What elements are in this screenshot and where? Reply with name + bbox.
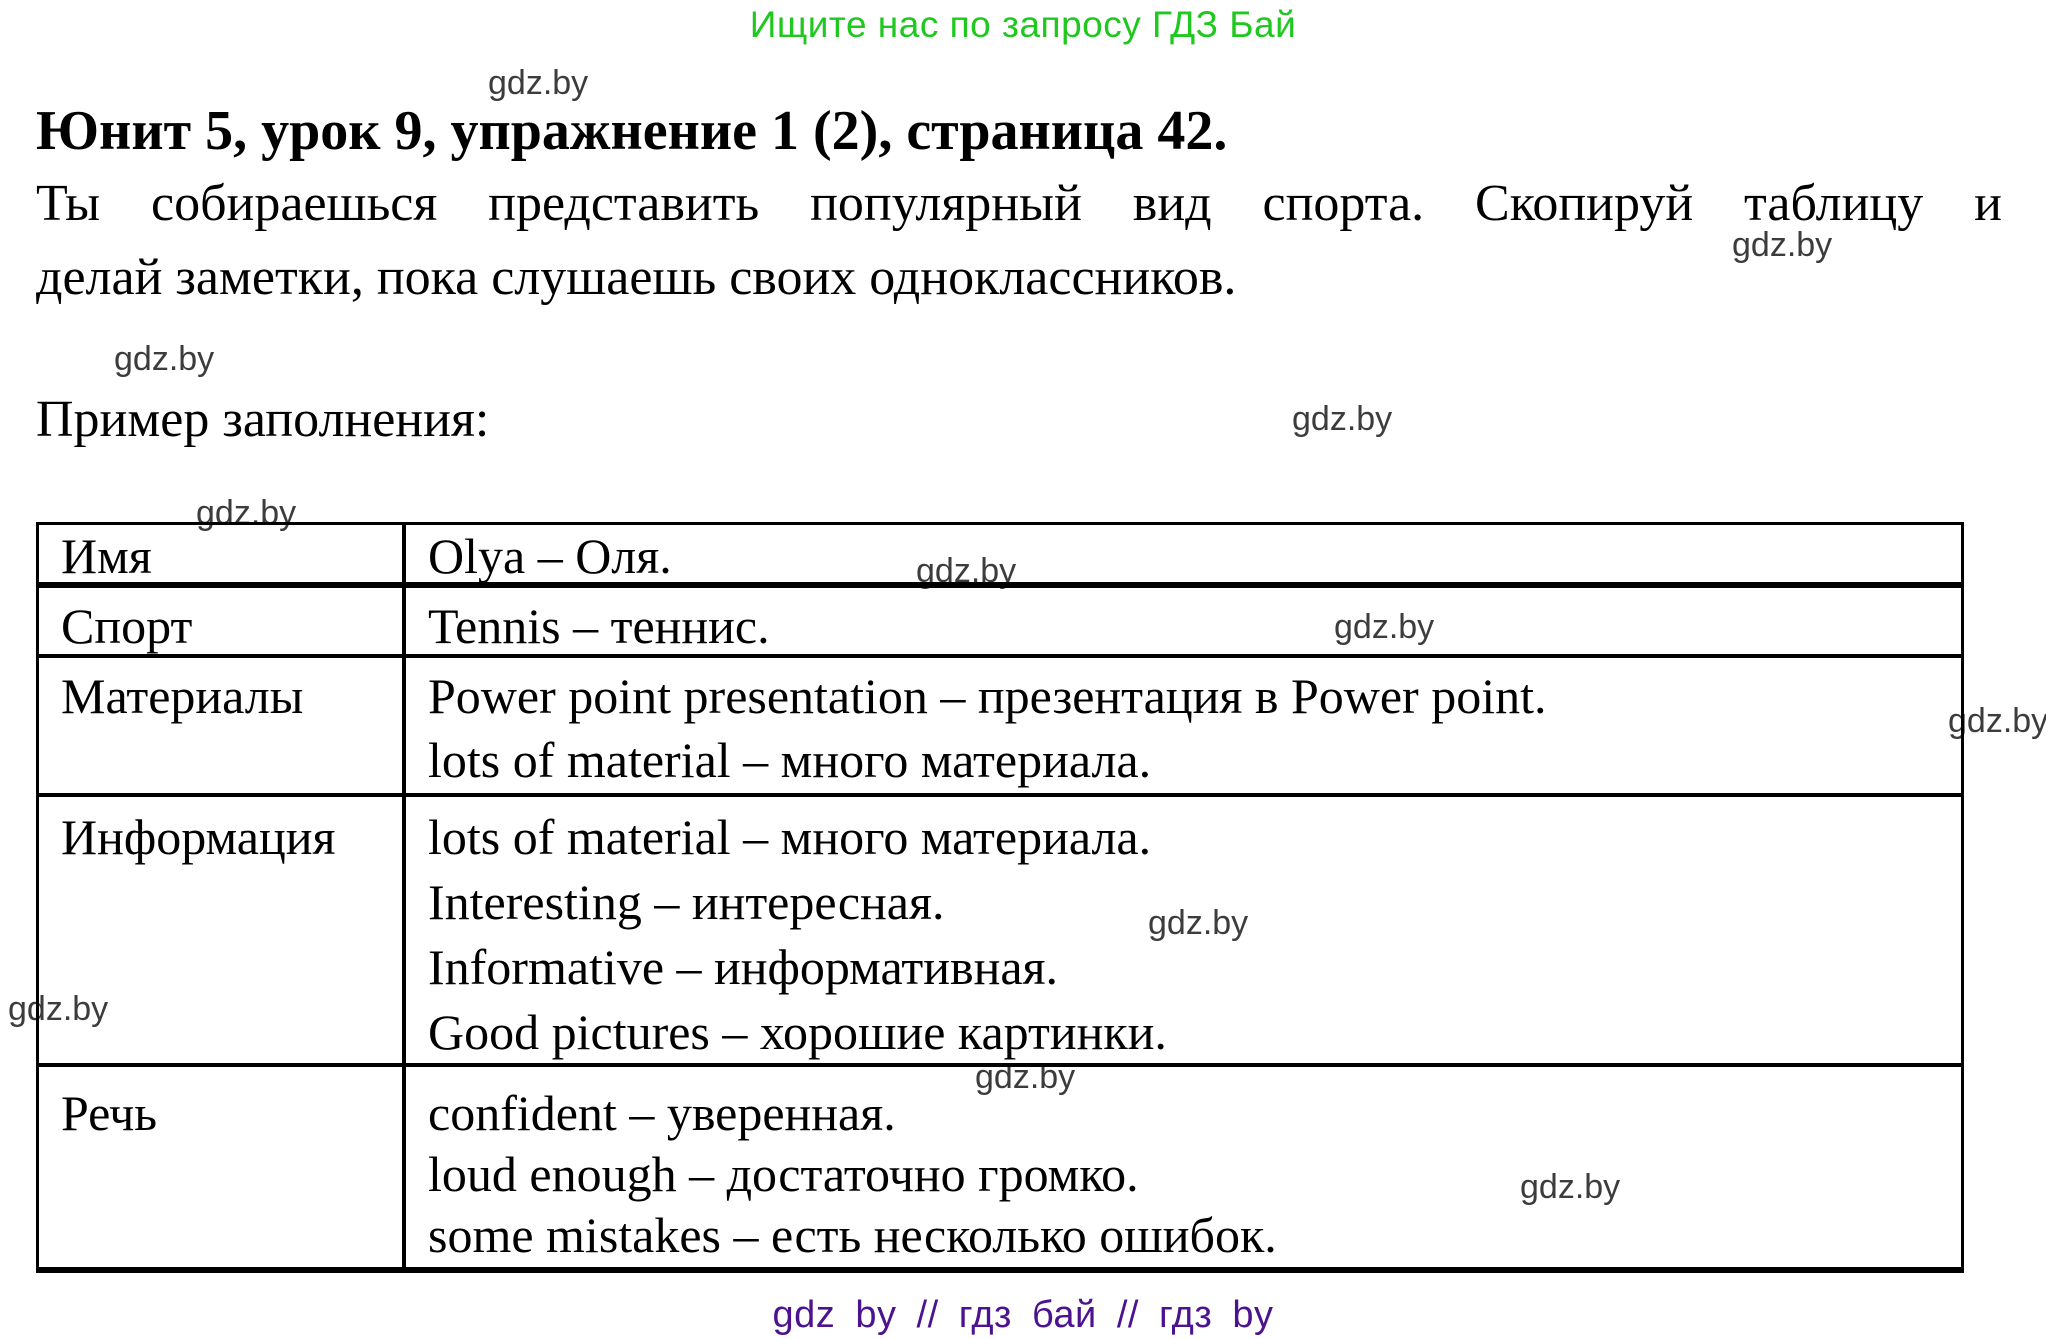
row-label-cell: Материалы bbox=[39, 658, 406, 793]
cell-line: Информация bbox=[61, 809, 336, 865]
cell-line: Материалы bbox=[61, 668, 304, 724]
row-value-cell: confident – уверенная. loud enough – дос… bbox=[406, 1067, 1961, 1267]
watermark-gdz: gdz.by bbox=[196, 494, 297, 532]
intro-line-1: Ты собираешься представить популярный ви… bbox=[36, 172, 2002, 236]
cell-line: lots of material – много материала. bbox=[428, 732, 1152, 788]
footer-links: gdz by // гдз бай // гдз by bbox=[772, 1294, 1274, 1336]
page-title: Юнит 5, урок 9, упражнение 1 (2), страни… bbox=[36, 100, 1228, 162]
cell-line: Power point presentation – презентация в… bbox=[428, 668, 1547, 724]
intro-word: представить bbox=[488, 175, 760, 232]
watermark-gdz: gdz.by bbox=[1292, 400, 1393, 438]
cell-line: Informative – информативная. bbox=[428, 939, 1059, 995]
example-table: Имя Olya – Оля. Спорт Tennis – теннис. М… bbox=[36, 522, 1964, 1273]
cell-line: Interesting – интересная. bbox=[428, 874, 945, 930]
table-row: Материалы Power point presentation – пре… bbox=[39, 658, 1961, 797]
cell-line: Спорт bbox=[61, 598, 193, 654]
intro-word: собираешься bbox=[151, 175, 438, 232]
watermark-gdz: gdz.by bbox=[1334, 608, 1435, 646]
row-value-cell: Tennis – теннис. bbox=[406, 588, 1961, 654]
cell-line: Olya – Оля. bbox=[428, 528, 672, 584]
cell-line: loud enough – достаточно громко. bbox=[428, 1146, 1139, 1202]
row-label-cell: Спорт bbox=[39, 588, 406, 654]
intro-word: таблицу bbox=[1744, 175, 1924, 232]
table-row: Информация lots of material – много мате… bbox=[39, 797, 1961, 1067]
intro-word: Скопируй bbox=[1475, 175, 1694, 232]
cell-line: some mistakes – есть несколько ошибок. bbox=[428, 1207, 1277, 1263]
table-row: Речь confident – уверенная. loud enough … bbox=[39, 1067, 1961, 1267]
example-label: Пример заполнения: bbox=[36, 391, 490, 448]
row-label-cell: Имя bbox=[39, 525, 406, 583]
intro-word: вид bbox=[1132, 175, 1212, 232]
watermark-gdz: gdz.by bbox=[8, 990, 109, 1028]
watermark-gdz: gdz.by bbox=[114, 340, 215, 378]
watermark-gdz: gdz.by bbox=[488, 64, 589, 102]
cell-line: Речь bbox=[61, 1085, 158, 1141]
watermark-gdz: gdz.by bbox=[1948, 702, 2046, 740]
row-value-cell: Olya – Оля. bbox=[406, 525, 1961, 583]
watermark-gdz: gdz.by bbox=[1148, 904, 1249, 942]
intro-word: и bbox=[1974, 175, 2002, 232]
intro-line-2: делай заметки, пока слушаешь своих однок… bbox=[36, 249, 1237, 306]
row-label-cell: Речь bbox=[39, 1067, 406, 1267]
table-row: Спорт Tennis – теннис. bbox=[39, 588, 1961, 658]
row-value-cell: lots of material – много материала. Inte… bbox=[406, 797, 1961, 1065]
intro-word: спорта. bbox=[1262, 175, 1425, 232]
cell-line: confident – уверенная. bbox=[428, 1085, 896, 1141]
table-row: Имя Olya – Оля. bbox=[39, 525, 1961, 588]
cell-line: Good pictures – хорошие картинки. bbox=[428, 1004, 1167, 1060]
watermark-gdz: gdz.by bbox=[1520, 1168, 1621, 1206]
cell-line: lots of material – много материала. bbox=[428, 809, 1152, 865]
row-label-cell: Информация bbox=[39, 797, 406, 1065]
promo-banner: Ищите нас по запросу ГДЗ Бай bbox=[749, 4, 1297, 45]
cell-line: Tennis – теннис. bbox=[428, 598, 770, 654]
watermark-gdz: gdz.by bbox=[1732, 226, 1833, 264]
intro-word: популярный bbox=[810, 175, 1082, 232]
intro-word: Ты bbox=[36, 175, 101, 232]
row-value-cell: Power point presentation – презентация в… bbox=[406, 658, 1961, 793]
cell-line: Имя bbox=[61, 528, 152, 584]
